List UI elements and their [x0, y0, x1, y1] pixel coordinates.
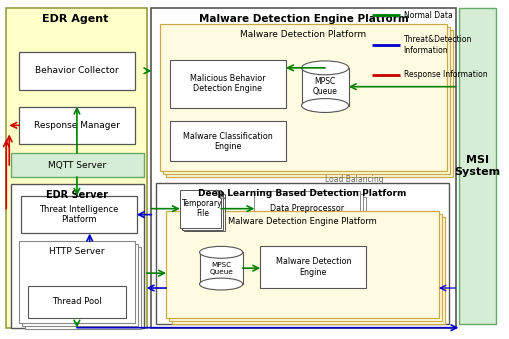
- FancyBboxPatch shape: [254, 191, 360, 226]
- FancyBboxPatch shape: [172, 217, 445, 324]
- Text: EDR Agent: EDR Agent: [42, 14, 108, 24]
- Polygon shape: [220, 194, 225, 199]
- Text: MPSC
Queue: MPSC Queue: [209, 262, 233, 275]
- Ellipse shape: [301, 99, 349, 113]
- Text: Malware Detection Engine Platform: Malware Detection Engine Platform: [199, 14, 408, 24]
- Ellipse shape: [301, 61, 349, 75]
- Text: Malicious Behavior
Detection Engine: Malicious Behavior Detection Engine: [190, 74, 266, 94]
- Text: Response Manager: Response Manager: [34, 121, 120, 130]
- FancyBboxPatch shape: [170, 121, 286, 161]
- Text: Behavior Collector: Behavior Collector: [35, 66, 119, 75]
- FancyBboxPatch shape: [459, 8, 496, 324]
- Text: Response Information: Response Information: [404, 70, 487, 79]
- Text: Deep Learning Based Detection Platform: Deep Learning Based Detection Platform: [199, 189, 407, 198]
- FancyBboxPatch shape: [261, 246, 366, 288]
- FancyBboxPatch shape: [25, 247, 140, 329]
- Text: Malware Detection Engine Platform: Malware Detection Engine Platform: [228, 217, 377, 226]
- FancyBboxPatch shape: [21, 196, 137, 234]
- Text: Malware Classification
Engine: Malware Classification Engine: [183, 132, 273, 151]
- FancyBboxPatch shape: [22, 244, 138, 326]
- Text: EDR Server: EDR Server: [46, 190, 108, 200]
- Text: Thread Pool: Thread Pool: [52, 297, 102, 306]
- Text: Threat Intelligence
Platform: Threat Intelligence Platform: [39, 205, 119, 224]
- Text: Temporary
File: Temporary File: [182, 199, 223, 218]
- FancyBboxPatch shape: [19, 52, 135, 89]
- Text: MQTT Server: MQTT Server: [48, 161, 106, 170]
- FancyBboxPatch shape: [28, 286, 126, 318]
- FancyBboxPatch shape: [200, 252, 243, 284]
- FancyBboxPatch shape: [184, 194, 225, 232]
- Text: Threat&Detection
Information: Threat&Detection Information: [404, 35, 472, 55]
- FancyBboxPatch shape: [301, 68, 349, 105]
- Polygon shape: [216, 190, 221, 195]
- FancyBboxPatch shape: [166, 211, 439, 318]
- FancyBboxPatch shape: [6, 8, 147, 328]
- FancyBboxPatch shape: [11, 184, 144, 328]
- FancyBboxPatch shape: [19, 241, 135, 323]
- Text: MSI
System: MSI System: [454, 155, 500, 177]
- Text: Malware Detection Platform: Malware Detection Platform: [240, 30, 366, 39]
- FancyBboxPatch shape: [180, 190, 221, 227]
- FancyBboxPatch shape: [182, 192, 223, 230]
- FancyBboxPatch shape: [156, 183, 449, 324]
- Text: HTTP Server: HTTP Server: [49, 247, 105, 256]
- FancyBboxPatch shape: [11, 153, 144, 177]
- FancyBboxPatch shape: [160, 24, 447, 171]
- FancyBboxPatch shape: [169, 214, 442, 321]
- FancyBboxPatch shape: [163, 27, 449, 174]
- Text: Malware Detection
Engine: Malware Detection Engine: [275, 258, 351, 277]
- FancyBboxPatch shape: [170, 60, 286, 107]
- Text: Load Balancing: Load Balancing: [325, 175, 384, 184]
- Polygon shape: [218, 192, 223, 197]
- Ellipse shape: [200, 246, 243, 258]
- FancyBboxPatch shape: [166, 30, 453, 177]
- Ellipse shape: [200, 278, 243, 290]
- Text: Normal Data: Normal Data: [404, 11, 453, 20]
- FancyBboxPatch shape: [152, 8, 456, 328]
- Text: MPSC
Queue: MPSC Queue: [313, 77, 337, 96]
- Text: Data Preprocessor: Data Preprocessor: [270, 204, 345, 213]
- FancyBboxPatch shape: [258, 194, 363, 230]
- FancyBboxPatch shape: [19, 106, 135, 144]
- FancyBboxPatch shape: [261, 197, 366, 233]
